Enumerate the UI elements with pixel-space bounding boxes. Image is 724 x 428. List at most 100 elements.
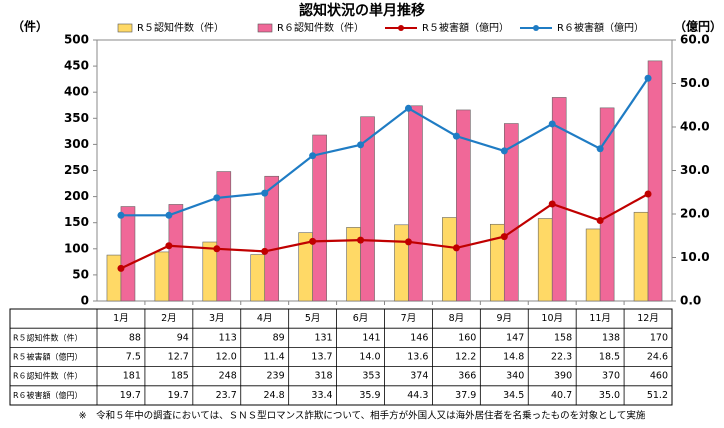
legend-label: R６認知件数（件） [277,21,364,34]
table-cell: 44.3 [407,390,428,401]
table-cell: 353 [362,371,380,382]
table-row-label: R５被害額（億円） [13,352,83,362]
table-row-label: R６認知件数（件） [13,371,83,381]
table-cell: 88 [129,332,141,343]
table-header: 9月 [497,313,513,324]
plot-area [96,39,673,302]
bar [312,134,327,302]
table-cell: 170 [650,332,668,343]
table-cell: 22.3 [551,352,572,363]
table-cell: 34.5 [503,390,524,401]
line-marker [404,238,412,246]
line-marker [596,217,604,225]
bar [585,228,601,302]
table-header: 12月 [637,313,659,324]
table-cell: 340 [506,371,524,382]
bar [633,211,649,302]
table-cell: 239 [267,371,285,382]
y2-tick-label: 10.0 [680,250,710,264]
bar [264,175,280,302]
table-header: 10月 [541,313,563,324]
line-marker [309,152,317,160]
table-header: 3月 [209,313,225,324]
table-cell: 13.7 [311,352,332,363]
table-cell: 7.5 [126,352,141,363]
table-header: 6月 [353,313,369,324]
bar [250,254,266,302]
table-cell: 460 [650,371,668,382]
table-cell: 89 [273,332,285,343]
table-cell: 160 [458,332,476,343]
table-cell: 147 [506,332,524,343]
y-axis-label: （件） [12,19,48,34]
line-marker [213,245,221,253]
table-cell: 19.7 [168,390,189,401]
chart-title: 認知状況の単月推移 [299,2,425,19]
table-cell: 94 [177,332,189,343]
y-tick-label: 150 [64,215,89,229]
line-marker [261,247,269,255]
footnote: ※ 令和５年中の調査においては、ＳＮＳ型ロマンス詐欺について、相手方が外国人又は… [79,410,646,422]
bar [394,224,409,302]
table-cell: 14.0 [359,352,380,363]
line-marker [500,233,508,241]
table-cell: 19.7 [120,390,141,401]
bar [442,217,457,302]
line-marker [452,244,460,252]
line-marker [357,236,365,244]
bar [551,97,567,302]
table-cell: 24.6 [647,352,668,363]
y-tick-label: 450 [64,59,89,73]
table-cell: 40.7 [551,390,572,401]
table-cell: 14.8 [503,352,524,363]
table-cell: 23.7 [216,390,237,401]
table-cell: 138 [602,332,620,343]
y-tick-label: 0 [81,294,89,308]
table-cell: 158 [554,332,572,343]
table-row-label: R５認知件数（件） [13,332,83,342]
legend-swatch [117,23,133,33]
table-cell: 13.6 [407,352,428,363]
line-marker [644,190,652,198]
table-cell: 12.2 [455,352,476,363]
line-marker [117,264,125,272]
line-marker [165,211,173,219]
y2-tick-label: 30.0 [680,163,710,177]
table-cell: 24.8 [264,390,285,401]
line-marker [548,120,556,128]
table-cell: 181 [123,371,141,382]
table-cell: 18.5 [599,352,620,363]
bar [537,218,553,302]
bar [599,107,615,302]
legend-label: R６被害額（億円） [557,21,644,34]
table-border [9,308,673,406]
line-marker [165,242,173,250]
table-header: 1月 [113,313,129,324]
line-marker [644,74,652,82]
line-marker [548,200,556,208]
line-marker [404,104,412,112]
table-cell: 318 [314,371,332,382]
table-cell: 113 [219,332,237,343]
table-cell: 12.0 [216,352,237,363]
line-marker [117,211,125,219]
y-tick-label: 250 [64,163,89,177]
table-cell: 374 [410,371,428,382]
bar [647,60,663,302]
y-tick-label: 350 [64,111,89,125]
line-marker [596,145,604,153]
bar [216,171,232,302]
table-cell: 146 [410,332,428,343]
table-cell: 37.9 [455,390,476,401]
line-marker [357,141,365,149]
table-header: 11月 [589,313,611,324]
line [120,77,649,217]
line-marker [500,147,508,155]
line-marker [452,132,460,140]
line-marker [309,237,317,245]
table-header: 5月 [305,313,321,324]
y-tick-label: 50 [72,267,89,281]
y2-tick-label: 20.0 [680,207,710,221]
line-marker [213,194,221,202]
